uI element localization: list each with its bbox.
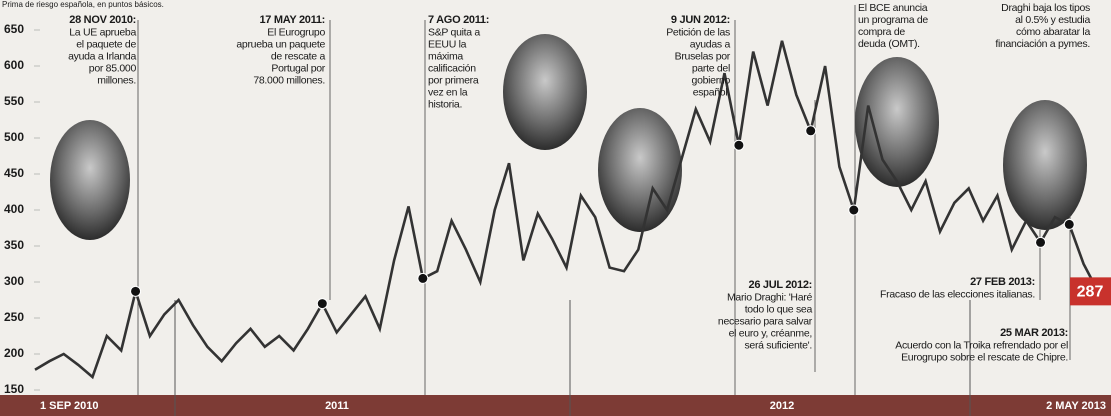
photo [598,108,682,232]
y-tick-label: 550 [4,94,24,108]
period-label: 2 MAY 2013 [1046,400,1106,412]
annotation-text: parte del [692,62,730,74]
annotation-text: EEUU la [428,38,467,50]
annotation-text: al 0.5% y estudia [1015,14,1090,26]
line [34,40,1100,380]
event-dot [316,298,328,310]
annotation-text: Acuerdo con la Troika refrendado por el [895,339,1068,351]
period-label: 1 SEP 2010 [40,400,99,412]
y-tick-label: 500 [4,130,24,144]
annotation-text: aprueba un paquete [236,38,325,50]
annotation-text: Portugal por [271,62,325,74]
annotation-text: Petición de las [666,26,730,38]
subtitle: Prima de riesgo española, en puntos bási… [2,0,164,9]
event-dot [130,285,142,297]
annotation-text: financiación a pymes. [995,38,1090,50]
y-tick-label: 350 [4,238,24,252]
time-band [0,395,1111,416]
annotation-text: millones. [97,74,136,86]
annotation-text: el paquete de [76,38,136,50]
photo [503,34,587,150]
period-label: 2012 [770,400,794,412]
annotation-text: máxima [428,50,463,62]
annotation-date: 27 FEB 2013: [970,276,1035,288]
annotation-text: español. [693,86,730,98]
annotation-text: por 85.000 [89,62,137,74]
annotation-text: Draghi baja los tipos [1001,2,1090,14]
annotation-text: un programa de [858,14,928,26]
annotation-text: necesario para salvar [718,315,813,327]
annotation-text: vez en la [428,86,468,98]
end-label-box [1070,277,1111,306]
period-label: 2011 [325,400,349,412]
event-dot [1035,236,1047,248]
annotation-date: 9 JUN 2012: [671,14,730,26]
annotation-text: historia. [428,98,462,110]
annotation-date: 17 MAY 2011: [259,14,325,26]
annotation-text: ayuda a Irlanda [68,50,136,62]
y-tick-label: 650 [4,22,24,36]
annotation-text: de rescate a [271,50,326,62]
annotation-text: Fracaso de las elecciones italianas. [880,288,1035,300]
y-tick-label: 400 [4,202,24,216]
photo [855,57,939,187]
annotation-text: calificación [428,62,476,74]
annotation-date: 25 MAR 2013: [1000,327,1068,339]
plot: 150 200 250 300 350 400 450 500 550 600 650 1 SEP 2… [4,2,1111,412]
y-tick-label: 600 [4,58,24,72]
annotation-text: gobierno [692,74,731,86]
annotation-text: La UE aprueba [69,26,136,38]
y-tick-label: 150 [4,382,24,396]
photo [1003,100,1087,230]
annotation-text: Mario Draghi: 'Haré [727,291,812,303]
annotation-date: 28 NOV 2010: [69,14,136,26]
y-tick-label: 250 [4,310,24,324]
annotation-text: El BCE anuncia [858,2,928,14]
annotation-text: todo lo que sea [745,303,813,315]
y-tick-label: 300 [4,274,24,288]
annotation-date: 26 JUL 2012: [749,279,812,291]
annotation-text: deuda (OMT). [858,38,920,50]
y-tick-label: 200 [4,346,24,360]
event-dot [417,272,429,284]
annotation-text: S&P quita a [428,26,480,38]
event-dot [733,139,745,151]
event-dot [848,204,860,216]
annotation-text: 78.000 millones. [253,74,325,86]
event-dot [1063,218,1075,230]
end-label: 287 [1077,284,1104,301]
annotation-text: ayudas a [690,38,731,50]
annotation-text: compra de [858,26,905,38]
annotation-text: El Eurogrupo [267,26,325,38]
annotation-text: por primera [428,74,479,86]
annotation-date: 7 AGO 2011: [428,14,489,26]
event-dot [805,125,817,137]
annotation-text: Eurogrupo sobre el rescate de Chipre. [901,351,1068,363]
annotation-text: el euro y, créanme, [729,327,812,339]
y-tick-label: 450 [4,166,24,180]
photo [50,120,130,240]
annotation-text: será suficiente'. [744,339,812,351]
annotation-text: cómo abaratar la [1016,26,1090,38]
annotation-text: Bruselas por [675,50,731,62]
